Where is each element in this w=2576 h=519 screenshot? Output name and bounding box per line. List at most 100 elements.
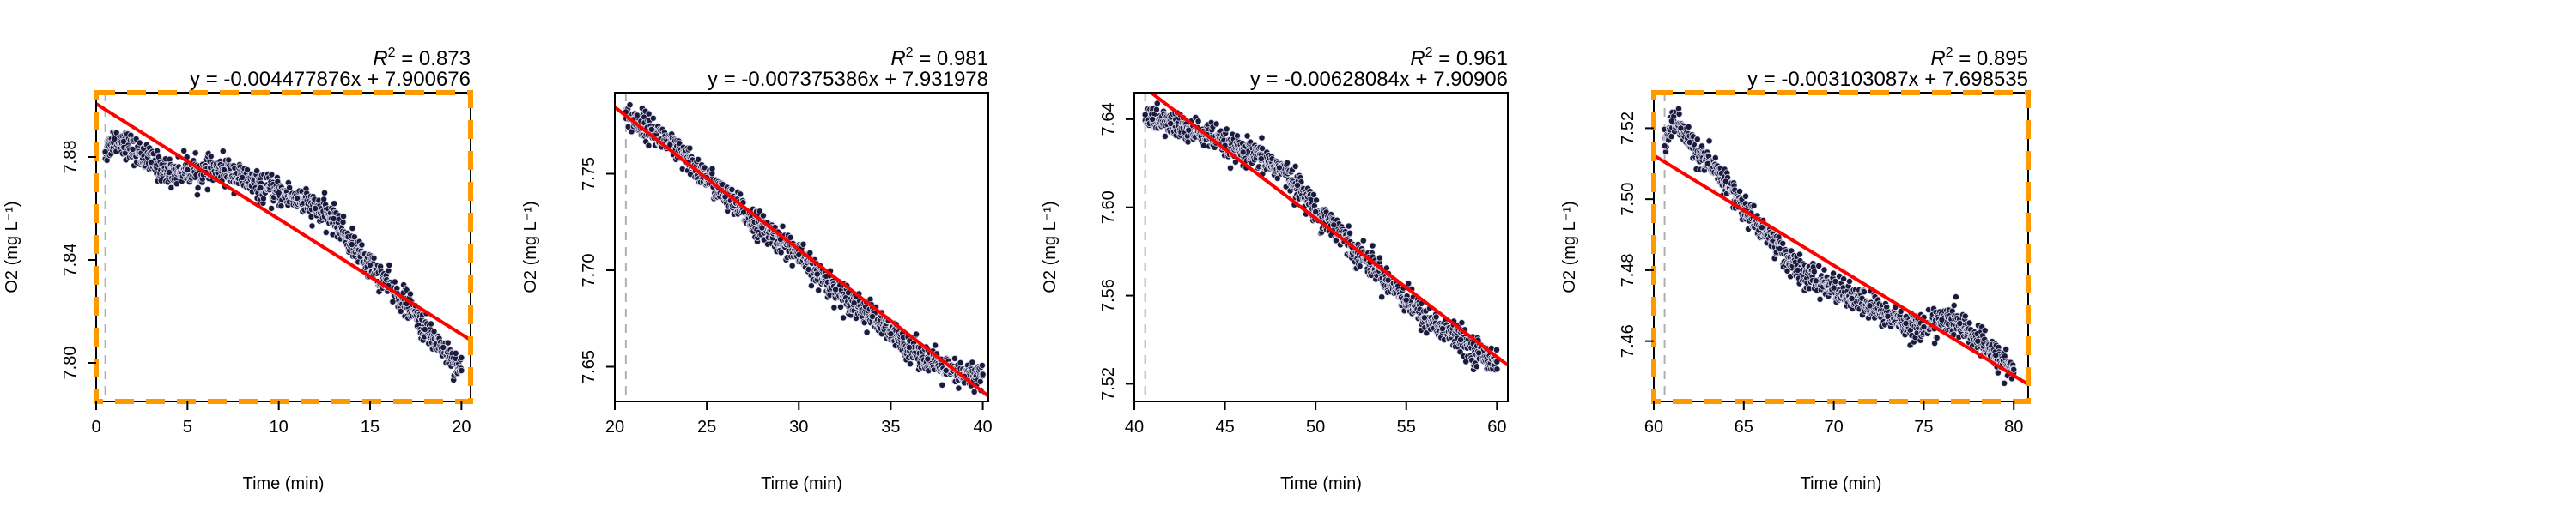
data-point [1313,196,1321,204]
data-point [391,278,398,286]
data-point [1994,369,2002,377]
data-point [1369,242,1376,250]
fit-line [615,106,988,398]
data-point [813,270,821,278]
data-point [1167,119,1175,127]
data-point [1161,132,1169,140]
data-point [701,164,708,172]
data-point [1902,319,1910,327]
data-point [349,225,356,232]
data-point [815,287,823,294]
data-point [1473,363,1480,371]
data-point [111,135,118,142]
data-point [1848,294,1856,302]
data-point [1185,126,1193,134]
data-point [389,298,397,305]
data-point [969,359,976,366]
data-point [979,371,987,378]
data-point [452,349,459,357]
data-point [1346,229,1354,237]
data-point [1675,110,1683,118]
data-point [166,168,173,176]
data-point [129,145,137,153]
data-point [275,189,283,196]
data-point [1779,239,1787,247]
data-point [1376,254,1383,262]
y-tick-label: 7.88 [61,141,80,174]
data-point [1432,313,1440,321]
data-point [225,156,233,164]
fit-line [96,102,471,342]
chart-panel-2: 20 25 30 35 40 7.65 7.70 7.75 Time (min) O2 (mg L… [521,45,993,493]
data-point [1705,137,1713,145]
data-point [257,184,264,191]
data-point [1294,181,1302,189]
data-point [2002,346,2010,353]
data-point [180,147,188,154]
data-point [1933,334,1941,341]
data-point [1961,312,1969,320]
data-point [1820,266,1828,274]
data-point [207,153,215,160]
data-point [1273,174,1281,182]
data-point [939,381,946,389]
x-tick-label: 20 [452,418,471,437]
data-point [1866,302,1874,310]
data-point [339,213,347,220]
r-squared-annotation: R2 = 0.873 [373,45,471,70]
r-squared-annotation: R2 = 0.961 [1410,45,1508,70]
x-tick-label: 35 [881,418,900,437]
chart-panel-3: 40 45 50 55 60 7.52 7.56 7.60 7.64 Time (min) O2 (… [1041,45,1509,493]
data-point [799,240,807,248]
data-point [1194,118,1202,125]
data-point [147,158,155,166]
data-point [101,148,109,155]
data-points [1661,105,2018,387]
data-point [339,219,347,226]
data-point [1239,148,1247,156]
data-point [1884,312,1892,320]
data-point [293,194,301,202]
data-point [645,142,653,149]
data-point [286,184,294,191]
data-point [1458,319,1466,327]
data-point [850,299,858,307]
data-point [1227,164,1235,172]
data-points [101,129,465,383]
data-point [1275,164,1283,172]
y-tick-label: 7.52 [1099,367,1118,401]
data-point [737,190,744,198]
data-point [1860,288,1868,296]
data-point [708,165,716,172]
data-point [397,307,404,315]
y-tick-label: 7.70 [580,254,598,287]
data-point [955,384,963,392]
data-point [970,388,978,395]
data-point [1830,284,1838,292]
x-tick-label: 80 [2004,418,2023,437]
data-point [1920,323,1928,331]
data-point [976,377,984,385]
y-tick-label: 7.60 [1099,190,1118,224]
data-point [1309,190,1317,198]
data-point [1722,178,1729,185]
data-point [253,167,261,175]
x-tick-label: 45 [1215,418,1234,437]
data-point [1711,154,1719,161]
x-tick-label: 60 [1487,418,1506,437]
data-point [370,254,378,262]
y-tick-label: 7.84 [61,244,80,277]
y-axis-title: O2 (mg L⁻¹) [1560,201,1579,293]
x-tick-label: 20 [605,418,624,437]
data-point [458,353,465,361]
data-point [430,328,438,335]
data-point [756,208,763,215]
data-point [1668,118,1676,125]
plot-frame [1133,92,1509,402]
data-point [1845,277,1853,285]
plot-frame [614,92,989,402]
data-point [777,249,785,256]
data-points [1141,100,1501,373]
data-point [1223,125,1230,133]
x-tick-label: 10 [270,418,289,437]
